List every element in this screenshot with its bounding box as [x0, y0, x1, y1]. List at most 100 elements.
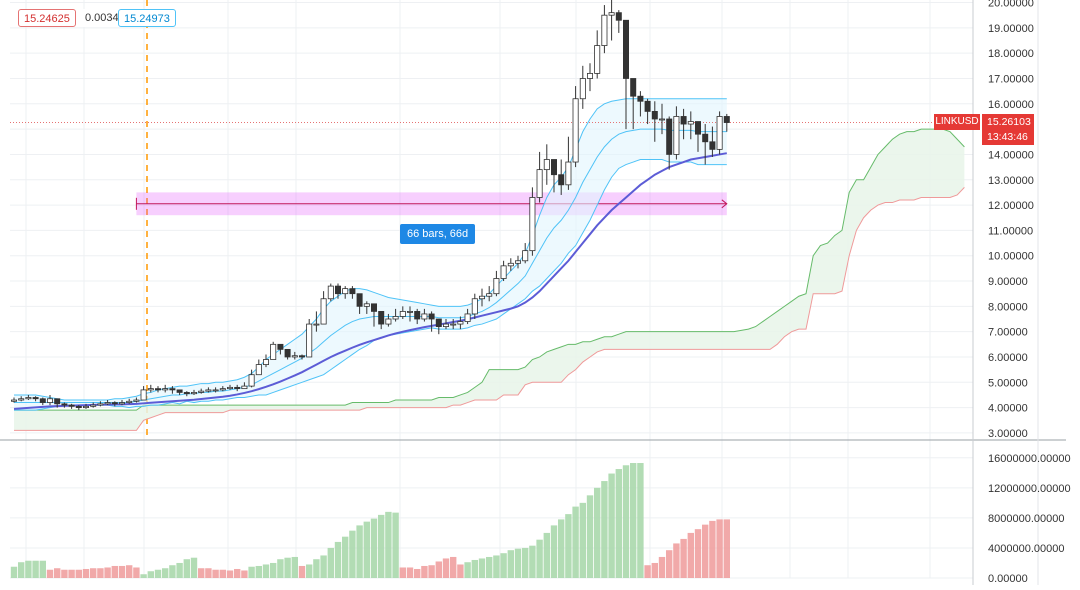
- candle-body[interactable]: [284, 348, 291, 358]
- volume-bar[interactable]: [464, 562, 471, 578]
- volume-bar[interactable]: [594, 487, 601, 578]
- volume-bar[interactable]: [493, 555, 500, 578]
- candle-body[interactable]: [255, 364, 262, 376]
- volume-bar[interactable]: [687, 532, 694, 578]
- date-range-measure[interactable]: [135, 192, 728, 216]
- candle-body[interactable]: [277, 343, 284, 350]
- candle-body[interactable]: [75, 405, 82, 409]
- volume-bar[interactable]: [255, 565, 262, 578]
- volume-bar[interactable]: [529, 545, 536, 578]
- volume-bar[interactable]: [277, 559, 284, 578]
- candle-body[interactable]: [248, 374, 255, 387]
- candle-body[interactable]: [313, 323, 320, 326]
- volume-bar[interactable]: [133, 567, 140, 578]
- volume-bar[interactable]: [378, 514, 385, 578]
- candle-body[interactable]: [464, 313, 471, 322]
- candle-body[interactable]: [695, 121, 702, 135]
- volume-bar[interactable]: [450, 556, 457, 578]
- candle-body[interactable]: [709, 141, 716, 150]
- volume-bar[interactable]: [198, 568, 205, 578]
- candle-body[interactable]: [659, 118, 666, 121]
- volume-bar[interactable]: [637, 463, 644, 578]
- volume-bar[interactable]: [536, 539, 543, 578]
- volume-bar[interactable]: [61, 569, 68, 578]
- candle-body[interactable]: [198, 390, 205, 393]
- volume-bar[interactable]: [25, 560, 32, 578]
- volume-bar[interactable]: [10, 566, 18, 578]
- volume-bar[interactable]: [723, 519, 730, 578]
- candle-body[interactable]: [54, 398, 61, 405]
- volume-bar[interactable]: [658, 556, 666, 578]
- volume-bar[interactable]: [579, 502, 586, 578]
- volume-bar[interactable]: [507, 550, 514, 578]
- volume-bar[interactable]: [18, 562, 25, 578]
- bid-price-label[interactable]: 15.24625: [18, 9, 76, 27]
- volume-bar[interactable]: [262, 564, 270, 578]
- candle-body[interactable]: [406, 311, 413, 313]
- candle-body[interactable]: [241, 385, 248, 390]
- candle-body[interactable]: [457, 321, 464, 325]
- volume-bar[interactable]: [270, 562, 277, 578]
- candle-body[interactable]: [342, 288, 349, 295]
- volume-bar[interactable]: [486, 556, 493, 578]
- volume-bar[interactable]: [543, 532, 550, 578]
- volume-bar[interactable]: [190, 557, 198, 578]
- volume-bar[interactable]: [39, 560, 46, 578]
- candle-body[interactable]: [507, 262, 514, 267]
- volume-bar[interactable]: [226, 570, 234, 578]
- candle-body[interactable]: [25, 397, 32, 400]
- candle-body[interactable]: [565, 161, 572, 186]
- volume-bar[interactable]: [680, 538, 687, 578]
- candle-body[interactable]: [234, 386, 241, 390]
- candle-body[interactable]: [500, 265, 507, 279]
- candle-body[interactable]: [212, 389, 219, 392]
- candle-body[interactable]: [363, 303, 370, 307]
- volume-bar[interactable]: [104, 567, 111, 578]
- volume-bar[interactable]: [370, 518, 378, 578]
- volume-bar[interactable]: [572, 506, 579, 578]
- candle-body[interactable]: [133, 399, 140, 402]
- candle-body[interactable]: [414, 311, 421, 320]
- volume-bar[interactable]: [414, 568, 421, 578]
- volume-bar[interactable]: [442, 558, 450, 578]
- candle-body[interactable]: [327, 285, 334, 300]
- volume-bar[interactable]: [702, 524, 709, 578]
- candle-body[interactable]: [298, 355, 305, 358]
- candle-body[interactable]: [104, 402, 111, 405]
- candle-body[interactable]: [190, 392, 197, 395]
- volume-bar[interactable]: [334, 541, 342, 578]
- candle-body[interactable]: [558, 174, 565, 186]
- candle-body[interactable]: [162, 388, 169, 391]
- volume-bar[interactable]: [46, 569, 54, 578]
- candle-body[interactable]: [392, 316, 399, 320]
- volume-bar[interactable]: [68, 569, 75, 578]
- candle-body[interactable]: [183, 392, 190, 395]
- candle-body[interactable]: [385, 318, 392, 325]
- candle-body[interactable]: [579, 78, 586, 100]
- volume-bar[interactable]: [399, 567, 406, 578]
- volume-bars[interactable]: [10, 463, 730, 578]
- volume-bar[interactable]: [673, 543, 680, 578]
- candle-body[interactable]: [543, 159, 550, 171]
- candle-body[interactable]: [515, 260, 522, 264]
- candle-body[interactable]: [428, 313, 435, 320]
- volume-bar[interactable]: [601, 481, 608, 578]
- candle-body[interactable]: [320, 298, 327, 325]
- volume-bar[interactable]: [666, 550, 673, 578]
- candle-body[interactable]: [630, 78, 637, 97]
- volume-bar[interactable]: [694, 529, 702, 578]
- volume-bar[interactable]: [162, 568, 169, 578]
- volume-bar[interactable]: [111, 565, 118, 578]
- volume-bar[interactable]: [327, 547, 334, 578]
- volume-bar[interactable]: [522, 547, 529, 578]
- candle-body[interactable]: [270, 343, 277, 360]
- volume-bar[interactable]: [90, 568, 97, 578]
- volume-bar[interactable]: [421, 565, 428, 578]
- volume-bar[interactable]: [630, 463, 637, 578]
- candle-body[interactable]: [522, 250, 529, 262]
- volume-bar[interactable]: [284, 557, 291, 578]
- volume-bar[interactable]: [320, 555, 327, 578]
- volume-bar[interactable]: [392, 512, 399, 578]
- candle-body[interactable]: [486, 293, 493, 297]
